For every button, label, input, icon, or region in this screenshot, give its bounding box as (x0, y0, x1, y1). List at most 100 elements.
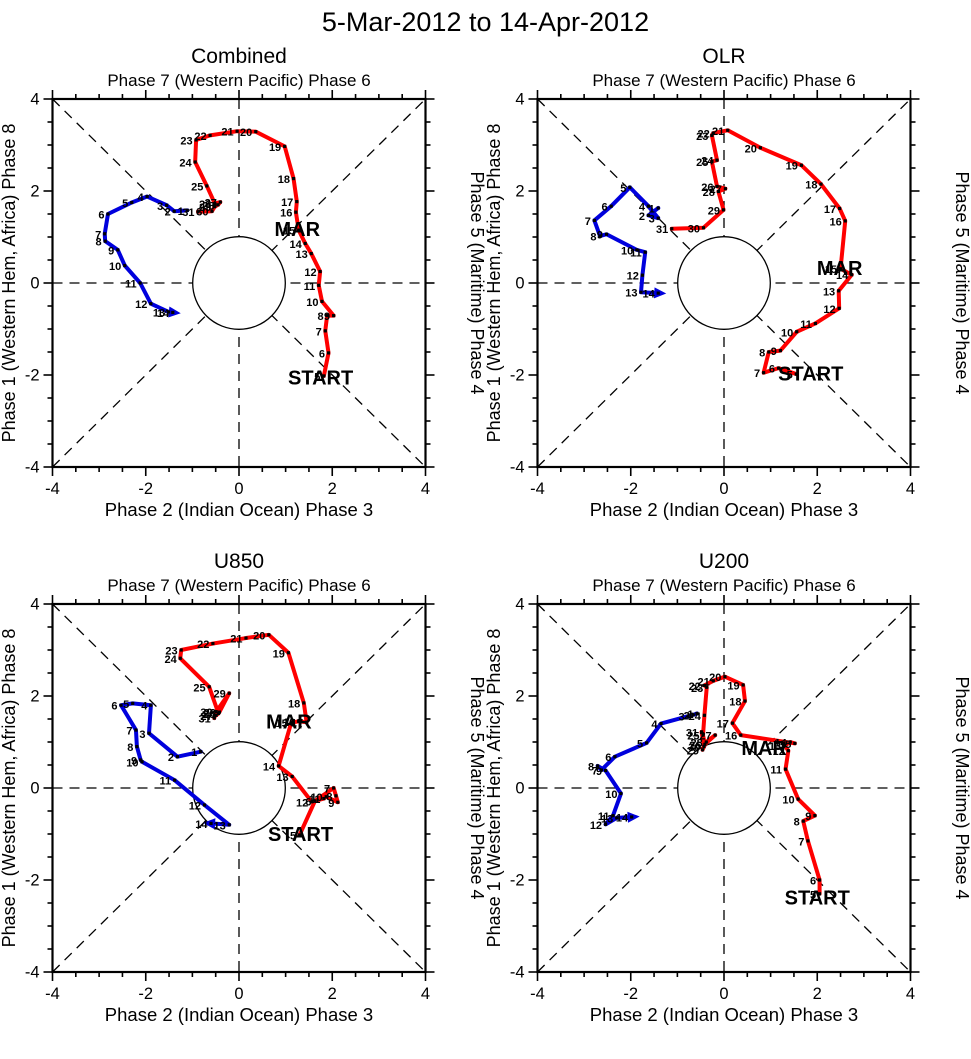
svg-text:27: 27 (710, 184, 722, 196)
svg-text:31: 31 (656, 224, 668, 236)
svg-text:0: 0 (515, 780, 524, 798)
svg-text:4: 4 (421, 985, 430, 1003)
svg-text:10: 10 (306, 297, 318, 309)
panels-grid: Combined Phase 7 (Western Pacific) Phase … (0, 37, 971, 1047)
svg-text:15: 15 (825, 264, 837, 276)
svg-text:1: 1 (649, 204, 655, 216)
svg-text:13: 13 (276, 772, 288, 784)
svg-text:13: 13 (823, 286, 835, 298)
svg-text:30: 30 (196, 207, 208, 219)
svg-text:15: 15 (779, 739, 791, 751)
svg-text:25: 25 (687, 731, 699, 743)
axis-ticks (43, 595, 435, 981)
april-arrowhead (627, 811, 640, 823)
svg-text:9: 9 (597, 230, 603, 242)
svg-text:4: 4 (639, 202, 646, 214)
svg-text:4: 4 (515, 91, 524, 109)
svg-text:-4: -4 (510, 459, 525, 477)
panel-title: OLR (702, 45, 745, 68)
svg-text:14: 14 (195, 819, 208, 831)
axis-label-top: Phase 7 (Western Pacific) Phase 6 (592, 71, 855, 90)
svg-text:8: 8 (590, 232, 596, 244)
svg-text:7: 7 (95, 229, 101, 241)
svg-text:12: 12 (627, 271, 639, 283)
svg-text:10: 10 (782, 795, 794, 807)
svg-text:14: 14 (263, 761, 276, 773)
svg-text:6: 6 (810, 876, 816, 888)
svg-text:27: 27 (699, 731, 711, 743)
svg-text:19: 19 (786, 161, 798, 173)
april-day-markers (596, 711, 699, 826)
svg-text:23: 23 (696, 131, 708, 143)
march-day-markers (178, 633, 340, 837)
april-trajectory (592, 185, 661, 296)
svg-text:3: 3 (649, 214, 655, 226)
panel-title: U850 (214, 550, 264, 573)
unit-circle (192, 741, 286, 835)
svg-text:6: 6 (769, 364, 775, 376)
svg-text:2: 2 (328, 985, 337, 1003)
svg-text:18: 18 (288, 698, 300, 710)
axis-ticks (528, 90, 920, 476)
svg-text:8: 8 (127, 742, 133, 754)
svg-text:16: 16 (283, 717, 295, 729)
svg-text:6: 6 (305, 796, 311, 808)
panel-u850: U850 Phase 7 (Western Pacific) Phase 6 -4-… (0, 542, 487, 1047)
april-arrowhead (168, 306, 181, 318)
april-arrowhead (203, 818, 216, 830)
svg-text:15: 15 (283, 226, 295, 238)
olr-phase-space-plot: OLR Phase 7 (Western Pacific) Phase 6 -4 -4… (484, 45, 971, 520)
svg-text:6: 6 (602, 202, 608, 214)
svg-text:8: 8 (794, 817, 800, 829)
april-day-markers (103, 194, 189, 315)
svg-text:27: 27 (200, 711, 212, 723)
axis-label-top: Phase 7 (Western Pacific) Phase 6 (107, 576, 370, 595)
axis-label-right: Phase 5 (Maritime) Phase 4 (467, 171, 485, 394)
axis-label-right: Phase 5 (Maritime) Phase 4 (952, 676, 970, 899)
svg-text:8: 8 (96, 237, 102, 249)
april-day-markers (592, 185, 660, 295)
axis-label-left: Phase 1 (Western Hem, Africa) Phase 8 (0, 629, 19, 948)
svg-text:11: 11 (304, 281, 316, 293)
svg-text:5: 5 (290, 830, 296, 842)
svg-text:6: 6 (319, 348, 325, 360)
svg-text:13: 13 (296, 249, 308, 261)
svg-text:0: 0 (234, 985, 243, 1003)
svg-text:0: 0 (30, 275, 39, 293)
march-day-markers (193, 129, 336, 378)
svg-text:7: 7 (316, 326, 322, 338)
svg-text:24: 24 (165, 654, 178, 666)
svg-text:4: 4 (138, 192, 145, 204)
svg-text:31: 31 (182, 207, 194, 219)
svg-text:28: 28 (691, 738, 703, 750)
svg-text:2: 2 (639, 211, 645, 223)
svg-text:3: 3 (157, 201, 163, 213)
svg-text:-4: -4 (45, 480, 60, 498)
axis-label-bottom: Phase 2 (Indian Ocean) Phase 3 (105, 1004, 373, 1025)
svg-text:8: 8 (759, 348, 765, 360)
svg-text:28: 28 (703, 187, 715, 199)
svg-text:24: 24 (701, 156, 714, 168)
svg-text:5: 5 (637, 738, 643, 750)
svg-text:14: 14 (157, 308, 170, 320)
combined-phase-space-plot: Combined Phase 7 (Western Pacific) Phase … (0, 45, 487, 520)
svg-text:9: 9 (324, 311, 330, 323)
svg-text:3: 3 (139, 729, 145, 741)
svg-text:-2: -2 (510, 367, 525, 385)
svg-text:19: 19 (727, 680, 739, 692)
svg-text:21: 21 (698, 676, 710, 688)
svg-text:5: 5 (314, 371, 320, 383)
svg-text:7: 7 (754, 368, 760, 380)
svg-text:12: 12 (823, 304, 835, 316)
svg-text:-2: -2 (623, 480, 638, 498)
svg-text:-4: -4 (25, 964, 40, 982)
axis-label-top: Phase 7 (Western Pacific) Phase 6 (107, 71, 370, 90)
